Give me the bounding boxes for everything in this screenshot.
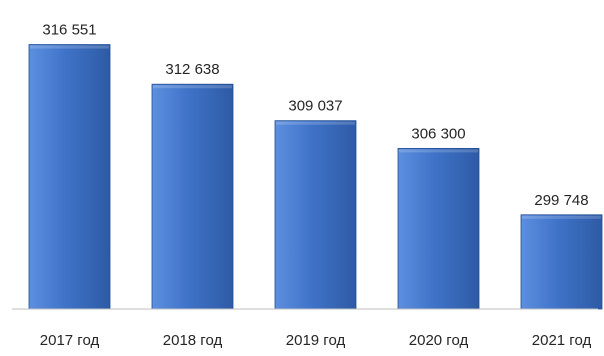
value-label-2: 312 638 bbox=[165, 61, 219, 78]
x-tick-labels-group: 2017 год 2018 год 2019 год 2020 год 2021 год bbox=[40, 332, 592, 349]
value-label-5: 299 748 bbox=[534, 192, 588, 209]
value-label-3: 309 037 bbox=[288, 98, 342, 115]
bar-1 bbox=[28, 44, 111, 310]
value-label-4: 306 300 bbox=[411, 125, 465, 142]
bar-highlight-4 bbox=[399, 149, 478, 153]
x-tick-label-1: 2017 год bbox=[40, 332, 100, 349]
x-tick-label-3: 2019 год bbox=[286, 332, 346, 349]
x-tick-label-2: 2018 год bbox=[163, 332, 223, 349]
x-tick-label-4: 2020 год bbox=[409, 332, 469, 349]
bar-2 bbox=[151, 83, 234, 310]
bar-highlight-5 bbox=[522, 215, 601, 219]
bar-highlight-2 bbox=[153, 85, 232, 89]
bar-3 bbox=[274, 120, 357, 310]
bar-highlight-1 bbox=[30, 45, 109, 49]
value-label-1: 316 551 bbox=[42, 22, 96, 39]
bar-5 bbox=[520, 214, 603, 310]
value-labels-group: 316 551 312 638 309 037 306 300 299 748 bbox=[42, 22, 588, 209]
bar-4 bbox=[397, 148, 480, 310]
bar-highlight-3 bbox=[276, 121, 355, 125]
x-tick-label-5: 2021 год bbox=[532, 332, 592, 349]
bars-group bbox=[28, 44, 603, 310]
